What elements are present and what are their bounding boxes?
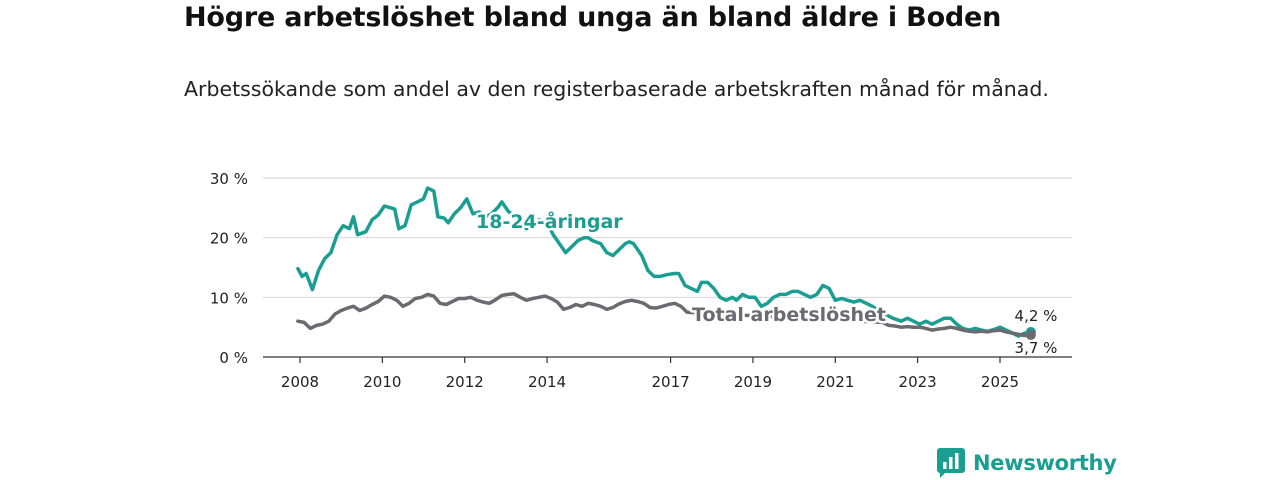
newsworthy-icon — [937, 448, 965, 478]
x-tick-label: 2021 — [816, 373, 854, 391]
x-tick-label: 2023 — [899, 373, 937, 391]
x-tick-label: 2010 — [363, 373, 401, 391]
y-tick-label: 0 % — [219, 349, 248, 367]
chart-subtitle: Arbetssökande som andel av den registerb… — [184, 77, 1049, 101]
series-label-total-halo: Total arbetslöshet — [692, 304, 886, 326]
end-label-18-24: 4,2 % — [1015, 307, 1058, 325]
x-tick-label: 2014 — [528, 373, 566, 391]
x-tick-label: 2012 — [446, 373, 484, 391]
series-end-point-total — [1025, 329, 1036, 340]
end-label-total: 3,7 % — [1015, 339, 1058, 357]
series-label-18-24: 18-24-åringar — [476, 209, 623, 233]
y-tick-label: 10 % — [210, 289, 248, 307]
newsworthy-logo: Newsworthy — [937, 448, 1117, 478]
chart-title: Högre arbetslöshet bland unga än bland ä… — [184, 2, 1002, 33]
x-tick-label: 2019 — [734, 373, 772, 391]
y-tick-label: 30 % — [210, 170, 248, 188]
x-tick-label: 2017 — [651, 373, 689, 391]
y-axis-ticks: 0 % 10 % 20 % 30 % — [210, 170, 248, 367]
y-tick-label: 20 % — [210, 230, 248, 248]
series-line-total — [296, 292, 1033, 338]
grid-lines — [263, 177, 1072, 358]
brand-name: Newsworthy — [973, 451, 1117, 475]
series-label-total: Total arbetslöshet — [692, 304, 886, 326]
x-axis-ticks: 2008 2010 2012 2014 2017 2019 2021 2023 2025 — [281, 357, 1019, 391]
series-label-18-24-halo: 18-24-åringar — [476, 209, 623, 233]
x-tick-label: 2025 — [981, 373, 1019, 391]
x-tick-label: 2008 — [281, 373, 319, 391]
series-lines — [296, 186, 1036, 340]
series-line-18-24 — [296, 186, 1033, 338]
